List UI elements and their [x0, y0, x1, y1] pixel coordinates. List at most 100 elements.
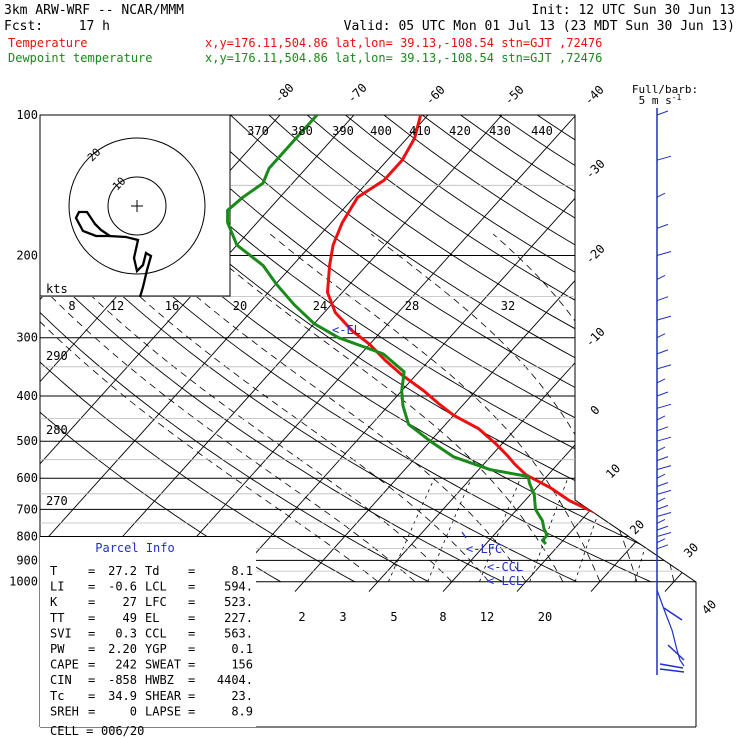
isotherm [220, 115, 651, 592]
hodo-speed-label: 16 [165, 299, 179, 313]
theta-label: 370 [247, 124, 269, 138]
moist-adiabat [74, 233, 490, 582]
wind-barb [656, 497, 666, 503]
hodo-kts-label: kts [46, 282, 68, 296]
mixing-ratio-label: 8 [439, 610, 446, 624]
parcel-param-name: HWBZ [145, 673, 174, 687]
parcel-param-value: -0.6 [108, 580, 137, 594]
mixing-ratio-line [479, 478, 521, 582]
wind-barb [656, 349, 669, 355]
barb-units: 5 m s-1 [639, 93, 682, 107]
wind-barb [656, 315, 672, 321]
pressure-label-800: 800 [16, 530, 38, 544]
parcel-param-value: 156 [231, 658, 253, 672]
isotherm-label: -10 [583, 325, 608, 350]
parcel-cell-value: 006/20 [101, 724, 144, 738]
wind-barb [656, 482, 669, 487]
pressure-label-700: 700 [16, 502, 38, 516]
legend-dewpoint-name: Dewpoint temperature [8, 51, 153, 65]
isotherm-label: -50 [502, 83, 527, 108]
wind-barb [656, 415, 666, 421]
barb-units-sup: -1 [672, 93, 682, 102]
model-title: 3km ARW-WRF -- NCAR/MMM [4, 3, 184, 18]
parcel-param-name: LI [50, 580, 64, 594]
wind-barb [656, 274, 666, 280]
parcel-param-eq: = [88, 580, 95, 594]
dry-adiabat [613, 115, 696, 583]
wind-barb [663, 607, 683, 621]
parcel-param-name: TT [50, 611, 64, 625]
parcel-param-value: 8.1 [231, 564, 253, 578]
hodograph-trace [74, 210, 153, 298]
parcel-param-name: Tc [50, 689, 64, 703]
parcel-param-eq: = [188, 673, 195, 687]
theta-label: 400 [370, 124, 392, 138]
forecast-label: Fcst: [4, 19, 43, 34]
wind-barb-tail [656, 589, 685, 667]
parcel-param-value: 8.9 [231, 704, 253, 718]
parcel-param-value: 0.1 [231, 642, 253, 656]
theta-label: 440 [531, 124, 553, 138]
moist-adiabat [40, 233, 379, 583]
parcel-param-name: LCL [145, 580, 167, 594]
moist-adiabat [492, 233, 675, 582]
parcel-param-name: LFC [145, 595, 167, 609]
barb-units-text: 5 m s [639, 94, 672, 107]
isotherm-label: -70 [345, 81, 370, 106]
wind-barb [656, 426, 669, 432]
parcel-param-eq: = [188, 704, 195, 718]
parcel-param-name: YGP [145, 642, 167, 656]
wind-barb [656, 489, 672, 495]
mixing-ratio-label: 2 [298, 610, 305, 624]
isotherm-label: -80 [272, 81, 297, 106]
wind-barb [667, 644, 685, 661]
theta-left-label: 280 [46, 423, 68, 437]
parcel-param-value: 523. [224, 595, 253, 609]
hodo-speed-label: 8 [68, 299, 75, 313]
wind-barb [656, 436, 672, 442]
dry-adiabat [268, 115, 696, 583]
parcel-param-eq: = [88, 689, 95, 703]
parcel-param-eq: = [88, 626, 95, 640]
legend-temperature-info: x,y=176.11,504.86 lat,lon= 39.13,-108.54… [205, 36, 602, 50]
wind-barb [659, 663, 684, 669]
parcel-param-value: 0.3 [115, 626, 137, 640]
isotherm [40, 115, 355, 592]
wind-barb [656, 525, 669, 531]
level-marker: <-LFC [466, 542, 502, 556]
hodo-speed-label: 20 [233, 299, 247, 313]
pressure-label-600: 600 [16, 471, 38, 485]
pressure-label-100: 100 [16, 108, 38, 122]
parcel-param-name: SVI [50, 626, 72, 640]
isotherm-label: -20 [583, 242, 608, 267]
parcel-param-name: CAPE [50, 658, 79, 672]
theta-label: 380 [291, 124, 313, 138]
parcel-param-value: 4404. [217, 673, 253, 687]
isotherm [146, 115, 577, 592]
parcel-param-value: 227. [224, 611, 253, 625]
parcel-param-value: 27.2 [108, 564, 137, 578]
level-marker: <-CCL [487, 560, 523, 574]
isotherm-label: 40 [699, 597, 719, 617]
parcel-param-eq: = [188, 689, 195, 703]
parcel-param-name: T [50, 564, 57, 578]
hodo-ring-outer [68, 137, 206, 275]
mixing-ratio-label: 12 [480, 610, 494, 624]
mixing-ratio-line [529, 478, 569, 582]
isotherm [40, 115, 429, 592]
wind-barb [656, 251, 672, 256]
parcel-param-name: EL [145, 611, 159, 625]
hodo-speed-label: 32 [501, 299, 515, 313]
isotherm-label: -30 [583, 157, 608, 182]
wind-barb [656, 465, 672, 471]
wind-barb [656, 155, 672, 161]
theta-label: 420 [449, 124, 471, 138]
wind-barb [656, 192, 666, 198]
isotherm-label: 0 [588, 403, 603, 418]
parcel-param-name: K [50, 595, 58, 609]
isotherm [72, 115, 503, 592]
level-tick [461, 531, 467, 539]
parcel-param-eq: = [188, 595, 195, 609]
parcel-param-eq: = [88, 673, 95, 687]
wind-barb [656, 296, 669, 302]
